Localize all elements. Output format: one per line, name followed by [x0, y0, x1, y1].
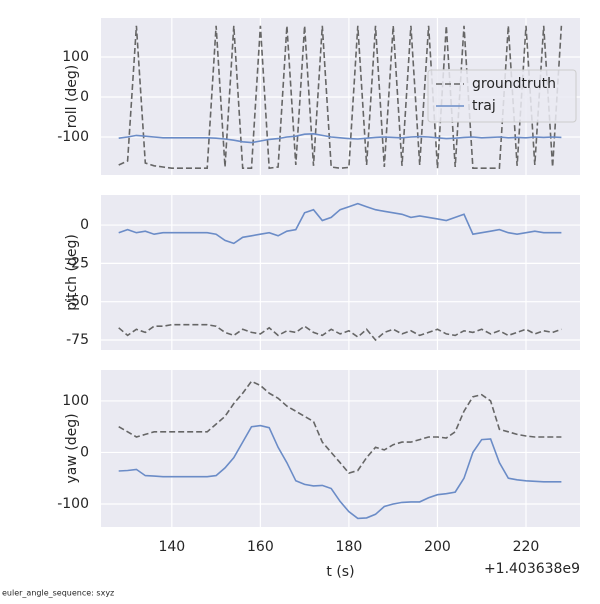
x-tick-label: 180	[336, 539, 363, 555]
legend-label: traj	[472, 98, 496, 114]
x-axis-label: t (s)	[326, 564, 354, 580]
data-line	[118, 424, 562, 520]
footnote: euler_angle_sequence: sxyz	[2, 589, 114, 598]
y-tick-label: 0	[80, 89, 89, 105]
legend-label: groundtruth	[472, 76, 556, 92]
x-offset-label: +1.403638e9	[484, 561, 580, 577]
y-tick-label: -75	[66, 332, 89, 348]
y-tick-label: 100	[62, 49, 89, 65]
y-tick-label: 100	[62, 393, 89, 409]
data-line	[118, 380, 562, 475]
y-axis-label: yaw (deg)	[64, 413, 80, 483]
x-tick-label: 140	[158, 539, 185, 555]
y-tick-label: 0	[80, 444, 89, 460]
x-tick-label: 200	[424, 539, 451, 555]
y-tick-label: -100	[57, 496, 89, 512]
plot-area	[101, 195, 580, 350]
data-line	[118, 323, 562, 342]
y-tick-label: -50	[66, 294, 89, 310]
y-tick-label: -25	[66, 255, 89, 271]
y-tick-label: -100	[57, 129, 89, 145]
y-axis-label: roll (deg)	[64, 65, 80, 129]
x-tick-label: 160	[247, 539, 274, 555]
data-line	[118, 202, 562, 245]
x-tick-label: 220	[513, 539, 540, 555]
legend-box	[427, 69, 577, 123]
y-axis-label: pitch (deg)	[64, 234, 80, 311]
data-line	[118, 132, 562, 144]
y-tick-label: 0	[80, 217, 89, 233]
